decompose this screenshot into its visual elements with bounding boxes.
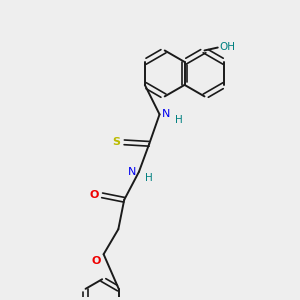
Text: H: H — [146, 173, 153, 183]
Text: OH: OH — [219, 42, 235, 52]
Text: O: O — [91, 256, 101, 266]
Text: O: O — [90, 190, 99, 200]
Text: N: N — [162, 110, 170, 119]
Text: N: N — [128, 167, 136, 177]
Text: S: S — [113, 137, 121, 147]
Text: H: H — [175, 115, 183, 125]
